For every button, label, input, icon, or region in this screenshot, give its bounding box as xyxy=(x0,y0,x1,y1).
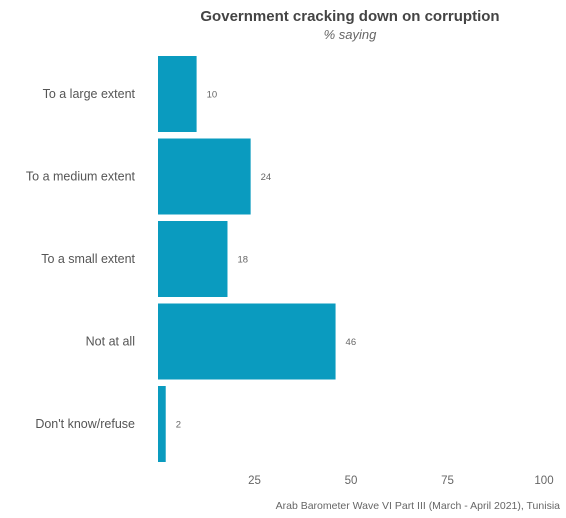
value-label: 46 xyxy=(346,337,357,348)
bar xyxy=(158,386,166,462)
bar xyxy=(158,221,228,297)
value-labels-group: 10 24 18 46 2 xyxy=(176,90,356,431)
value-label: 24 xyxy=(261,172,272,183)
value-label: 10 xyxy=(207,90,218,101)
category-label: To a large extent xyxy=(43,87,136,101)
value-label: 18 xyxy=(237,255,248,266)
bars-group xyxy=(158,56,336,462)
category-label: To a medium extent xyxy=(26,170,136,184)
x-tick-label: 75 xyxy=(441,475,454,487)
category-label: Don't know/refuse xyxy=(35,417,135,431)
x-tick-label: 50 xyxy=(345,475,358,487)
bar xyxy=(158,138,251,215)
x-tick-label: 25 xyxy=(248,475,261,487)
value-label: 2 xyxy=(176,420,181,431)
bar xyxy=(158,303,336,380)
x-tick-label: 100 xyxy=(534,475,553,487)
source-caption: Arab Barometer Wave VI Part III (March -… xyxy=(275,500,560,512)
x-axis-ticks-group: 25 50 75 100 xyxy=(248,475,553,487)
category-label: Not at all xyxy=(86,335,135,349)
bar xyxy=(158,56,197,132)
category-label: To a small extent xyxy=(41,252,135,266)
chart-title: Government cracking down on corruption xyxy=(200,8,500,25)
category-labels-group: To a large extent To a medium extent To a … xyxy=(26,87,136,431)
chart-subtitle: % saying xyxy=(323,27,377,42)
